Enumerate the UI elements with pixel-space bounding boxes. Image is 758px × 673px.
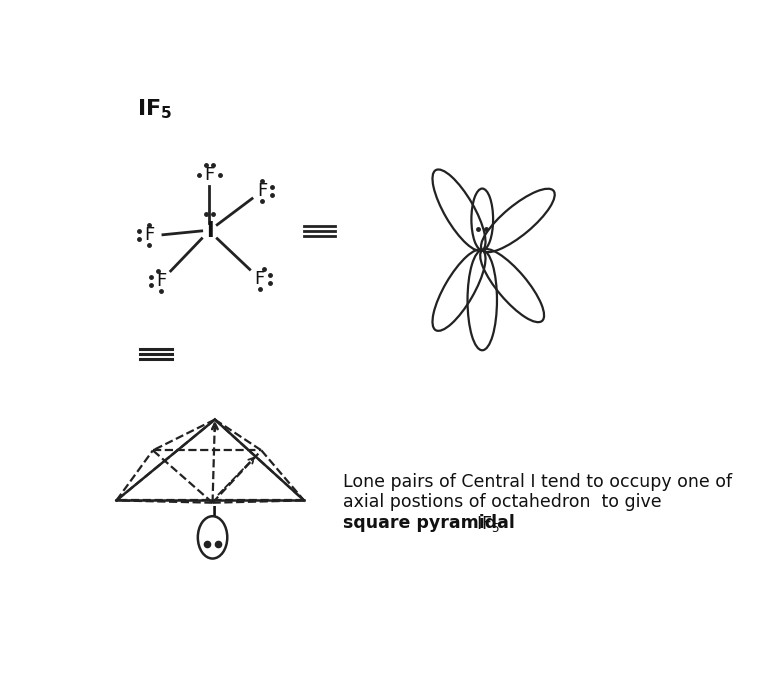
Text: F: F: [257, 182, 268, 200]
Text: I: I: [205, 221, 213, 241]
Text: axial postions of octahedron  to give: axial postions of octahedron to give: [343, 493, 662, 511]
Text: F: F: [144, 225, 154, 244]
Text: square pyramidal: square pyramidal: [343, 513, 515, 532]
Text: IF$_5$: IF$_5$: [476, 513, 500, 534]
Text: F: F: [255, 270, 265, 287]
Text: I: I: [211, 505, 217, 519]
Text: Lone pairs of Central I tend to occupy one of: Lone pairs of Central I tend to occupy o…: [343, 474, 732, 491]
Text: $\mathbf{IF_5}$: $\mathbf{IF_5}$: [137, 98, 173, 121]
Text: F: F: [156, 272, 167, 290]
Text: F: F: [205, 166, 215, 184]
Ellipse shape: [198, 516, 227, 559]
